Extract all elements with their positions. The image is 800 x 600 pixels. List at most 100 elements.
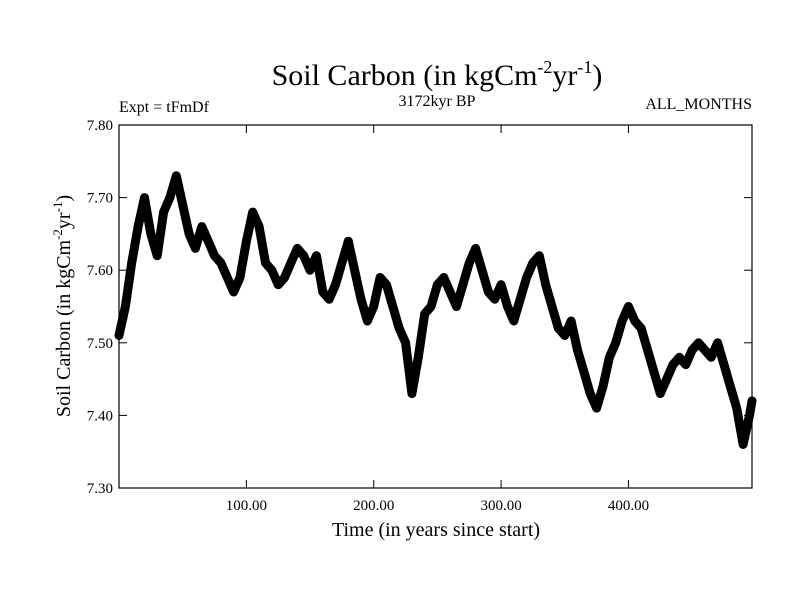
series-point [569, 319, 573, 323]
series-point [308, 268, 312, 272]
series-point [155, 254, 159, 258]
series-point [537, 254, 541, 258]
series-point [499, 283, 503, 287]
series-point [512, 319, 516, 323]
series-point [544, 283, 548, 287]
series-point [435, 283, 439, 287]
series-point [595, 406, 599, 410]
series-point [697, 341, 700, 345]
series-point [238, 276, 242, 279]
series-point [614, 341, 618, 345]
series-point [416, 355, 420, 359]
series-point [340, 261, 344, 265]
series-point [225, 276, 229, 279]
series-point [556, 326, 560, 330]
series-point [461, 283, 465, 287]
series-point [136, 225, 140, 229]
x-tick-label: 400.00 [608, 498, 649, 514]
x-axis: 100.00 200.00 300.00 400.00 [226, 125, 649, 514]
series-point [289, 261, 293, 265]
series-point [429, 305, 433, 308]
series-point [646, 348, 650, 352]
series-point [193, 246, 197, 250]
series-point [506, 305, 509, 308]
y-tick-label: 7.70 [87, 191, 113, 207]
months-label: ALL_MONTHS [645, 96, 752, 113]
series-point [314, 254, 318, 258]
series-point [283, 276, 287, 279]
series-point [206, 239, 210, 243]
series-point [391, 305, 395, 308]
series-point [130, 261, 134, 265]
y-tick-label: 7.80 [87, 118, 113, 134]
series-point [181, 203, 185, 207]
series-point [321, 290, 325, 294]
series-point [397, 326, 401, 330]
series-point [372, 305, 376, 308]
series-point [187, 232, 191, 236]
series-point [143, 196, 146, 200]
series-point [722, 363, 726, 367]
series-point [455, 305, 458, 308]
series-point [448, 290, 452, 294]
series-point [677, 355, 681, 359]
series-point [353, 268, 357, 272]
series-point [525, 276, 529, 279]
series-point [728, 384, 732, 388]
x-axis-label: Time (in years since start) [332, 519, 540, 541]
series-point [346, 239, 350, 243]
series-point [474, 246, 478, 250]
series-point [671, 363, 675, 367]
series-point [385, 283, 388, 287]
series-point [149, 232, 153, 236]
x-tick-label: 300.00 [480, 498, 521, 514]
series-point [576, 348, 579, 352]
series-point [633, 319, 637, 323]
series-point [174, 174, 178, 178]
plot-frame [118, 124, 753, 489]
chart-title: Soil Carbon (in kgCm-2yr-1) [272, 57, 603, 92]
series-point [423, 312, 427, 316]
series-point [168, 196, 172, 200]
series-point [607, 355, 611, 359]
series-line [114, 171, 757, 449]
series-point [658, 392, 662, 396]
series-point [117, 334, 121, 337]
series-point [741, 442, 745, 446]
series-point [750, 399, 754, 403]
series-point [378, 276, 382, 279]
series-point [264, 261, 267, 265]
series-group [114, 171, 757, 449]
series-point [601, 384, 605, 388]
series-point [302, 254, 306, 258]
y-axis: 7.30 7.40 7.50 7.60 7.70 7.80 [87, 118, 752, 497]
series-point [327, 297, 331, 301]
series-point [493, 297, 497, 301]
series-point [735, 406, 739, 410]
series-point [620, 319, 624, 323]
series-point [480, 268, 484, 272]
series-point [410, 392, 414, 396]
series-point [531, 261, 535, 265]
x-tick-label: 100.00 [226, 498, 267, 514]
y-tick-label: 7.40 [87, 408, 113, 424]
series-point [219, 261, 223, 265]
series-point [486, 290, 490, 294]
x-tick-label: 200.00 [353, 498, 394, 514]
series-point [690, 348, 694, 352]
series-point [123, 305, 127, 308]
series-point [588, 392, 592, 396]
series-point [200, 225, 204, 229]
y-axis-label: Soil Carbon (in kgCm-2yr-1) [50, 195, 75, 417]
series-point [232, 290, 236, 294]
series-point [684, 363, 688, 367]
series-point [213, 254, 216, 258]
series-point [162, 210, 166, 214]
series-point [709, 355, 713, 359]
period-label: 3172kyr BP [399, 93, 476, 110]
series-point [270, 268, 274, 272]
series-point [627, 305, 630, 308]
y-tick-label: 7.50 [87, 336, 113, 352]
series-point [334, 283, 337, 287]
